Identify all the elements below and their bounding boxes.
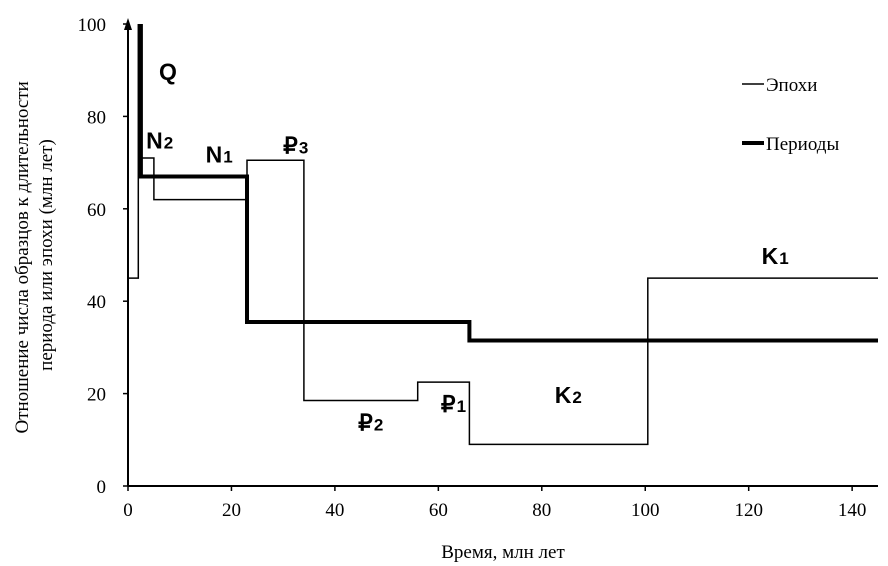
annotation-main: ₽ xyxy=(441,391,456,417)
y-axis-title-line-1: Отношение числа образцов к длительности xyxy=(12,81,33,433)
y-tick-label: 40 xyxy=(87,292,106,313)
annotation-main: K xyxy=(555,382,572,408)
series-layer xyxy=(128,24,878,446)
y-tick-label: 100 xyxy=(78,15,107,36)
x-axis-title: Время, млн лет xyxy=(441,542,565,563)
annotation-main: N xyxy=(206,142,223,168)
y-tick-label: 60 xyxy=(87,200,106,221)
x-tick-label: 20 xyxy=(222,500,241,521)
legend: Эпохи Периоды xyxy=(742,75,839,155)
y-tick-label: 80 xyxy=(87,107,106,128)
x-tick-label: 100 xyxy=(631,500,660,521)
y-tick-label: 0 xyxy=(97,477,107,498)
annotation-main: ₽ xyxy=(283,132,298,158)
annotation-label: ₽1 xyxy=(441,391,466,417)
series-line-periods xyxy=(138,24,878,343)
annotation-sub: 2 xyxy=(374,416,383,435)
x-ticks: 0 20 40 60 80 100 120 140 xyxy=(123,486,866,521)
x-tick-label: 60 xyxy=(429,500,448,521)
annotation-sub: 3 xyxy=(299,138,308,157)
legend-label-periods: Периоды xyxy=(766,134,839,155)
annotation-label: N2 xyxy=(146,128,173,154)
annotation-label: Q xyxy=(159,58,177,84)
annotation-sub: 2 xyxy=(572,388,581,407)
annotation-sub: 1 xyxy=(457,397,466,416)
x-tick-label: 40 xyxy=(325,500,344,521)
annotation-sub: 2 xyxy=(164,134,173,153)
y-axis-title-line-2: периода или эпохи (млн лет) xyxy=(36,139,57,371)
x-tick-label: 140 xyxy=(838,500,867,521)
series-line-epochs xyxy=(128,24,878,446)
annotation-label: K2 xyxy=(555,382,582,408)
x-tick-label: 80 xyxy=(532,500,551,521)
annotation-main: ₽ xyxy=(358,410,373,436)
annotation-main: K xyxy=(762,243,779,269)
annotation-label: N1 xyxy=(206,142,233,168)
y-axis-title: Отношение числа образцов к длительности … xyxy=(12,76,57,433)
y-tick-label: 20 xyxy=(87,385,106,406)
legend-label-epochs: Эпохи xyxy=(766,75,817,96)
annotation-sub: 1 xyxy=(223,148,232,167)
x-tick-label: 120 xyxy=(734,500,763,521)
annotation-label: K1 xyxy=(762,243,789,269)
annotation-label: ₽3 xyxy=(283,132,308,158)
annotation-main: N xyxy=(146,128,163,154)
y-ticks: 0 20 40 60 80 100 xyxy=(78,15,128,498)
annotation-label: ₽2 xyxy=(358,410,383,436)
annotation-sub: 1 xyxy=(779,249,788,268)
annotation-main: Q xyxy=(159,58,177,84)
x-tick-label: 0 xyxy=(123,500,133,521)
